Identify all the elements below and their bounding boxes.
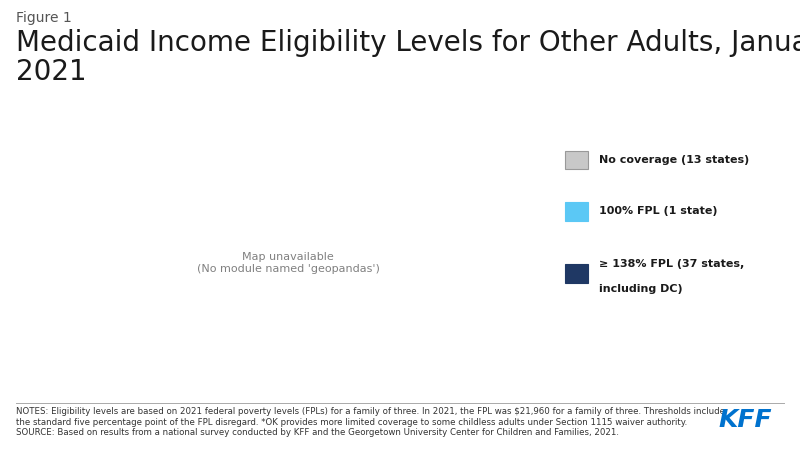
Text: 100% FPL (1 state): 100% FPL (1 state) (599, 206, 718, 216)
Text: Medicaid Income Eligibility Levels for Other Adults, January: Medicaid Income Eligibility Levels for O… (16, 29, 800, 57)
Text: NOTES: Eligibility levels are based on 2021 federal poverty levels (FPLs) for a : NOTES: Eligibility levels are based on 2… (16, 407, 725, 437)
Text: Figure 1: Figure 1 (16, 11, 72, 25)
Text: KFF: KFF (718, 408, 772, 432)
Text: including DC): including DC) (599, 284, 683, 293)
FancyBboxPatch shape (565, 202, 588, 220)
Text: 2021: 2021 (16, 58, 86, 86)
FancyBboxPatch shape (565, 264, 588, 283)
FancyBboxPatch shape (565, 151, 588, 170)
Text: ≥ 138% FPL (37 states,: ≥ 138% FPL (37 states, (599, 259, 745, 269)
Text: Map unavailable
(No module named 'geopandas'): Map unavailable (No module named 'geopan… (197, 252, 379, 274)
Text: No coverage (13 states): No coverage (13 states) (599, 155, 750, 165)
